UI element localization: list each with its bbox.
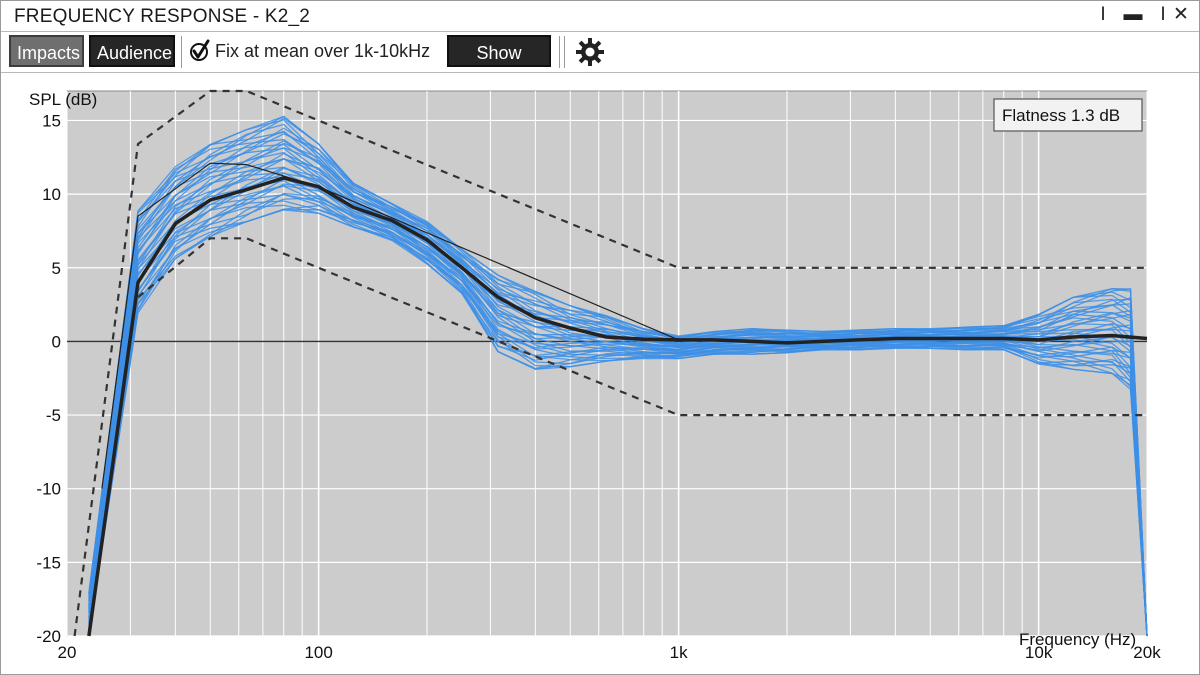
impact-line bbox=[88, 183, 1148, 637]
mean-line bbox=[87, 176, 1148, 637]
toolbar-divider bbox=[564, 36, 565, 68]
window-title: FREQUENCY RESPONSE - K2_2 bbox=[14, 6, 311, 27]
title-bar: FREQUENCY RESPONSE - K2_2 I ▬ I ✕ bbox=[1, 1, 1199, 32]
audience-button[interactable]: Audience bbox=[89, 35, 175, 67]
close-icon[interactable]: ✕ bbox=[1173, 4, 1189, 25]
reference-line bbox=[101, 162, 679, 489]
frequency-response-chart: 15 10 5 0 -5 -10 -15 -20 20 100 1k 10k 20k SPL (dB)… bbox=[29, 89, 1162, 662]
x-tick-label: 10k bbox=[1025, 643, 1053, 662]
impact-line bbox=[88, 115, 1148, 637]
y-tick-label: -15 bbox=[36, 553, 61, 572]
y-axis-label: SPL (dB) bbox=[29, 90, 97, 109]
y-tick-label: 15 bbox=[42, 111, 61, 130]
chart-lines bbox=[73, 89, 1148, 637]
impacts-button[interactable]: Impacts bbox=[9, 35, 84, 67]
gear-icon[interactable] bbox=[574, 36, 606, 68]
window-control-right[interactable]: I bbox=[1160, 4, 1166, 25]
y-tick-label: -10 bbox=[36, 480, 61, 499]
fix-mean-label[interactable]: Fix at mean over 1k-10kHz bbox=[215, 41, 431, 61]
toolbar-divider bbox=[559, 36, 560, 68]
x-tick-label: 1k bbox=[670, 643, 688, 662]
minimize-icon[interactable]: ▬ bbox=[1123, 4, 1143, 25]
impact-line bbox=[88, 138, 1148, 637]
show-mean-button[interactable]: Show mean bbox=[447, 35, 551, 95]
impact-line bbox=[88, 117, 1148, 637]
window-control-left[interactable]: I bbox=[1100, 4, 1106, 25]
upper-limit-line bbox=[73, 89, 1147, 637]
flatness-box: Flatness 1.3 dB bbox=[993, 98, 1143, 132]
x-tick-labels: 20 100 1k 10k 20k bbox=[58, 643, 1162, 662]
flatness-label: Flatness 1.3 dB bbox=[1002, 106, 1120, 125]
impact-curves bbox=[88, 115, 1148, 637]
plot-area bbox=[66, 90, 1148, 637]
y-tick-label: 0 bbox=[52, 332, 61, 351]
fix-mean-checkbox-icon[interactable] bbox=[189, 38, 211, 64]
x-tick-label: 20k bbox=[1133, 643, 1161, 662]
y-tick-labels: 15 10 5 0 -5 -10 -15 -20 bbox=[36, 111, 61, 646]
y-tick-label: -20 bbox=[36, 627, 61, 646]
x-tick-label: 20 bbox=[58, 643, 77, 662]
toolbar-divider bbox=[181, 36, 182, 68]
y-tick-label: 10 bbox=[42, 185, 61, 204]
toolbar: Impacts Audience Fix at mean over 1k-10k… bbox=[1, 32, 1199, 95]
y-tick-label: 5 bbox=[52, 259, 61, 278]
y-tick-label: -5 bbox=[46, 406, 61, 425]
x-axis-label: Frequency (Hz) bbox=[1019, 630, 1136, 649]
x-tick-label: 100 bbox=[304, 643, 332, 662]
